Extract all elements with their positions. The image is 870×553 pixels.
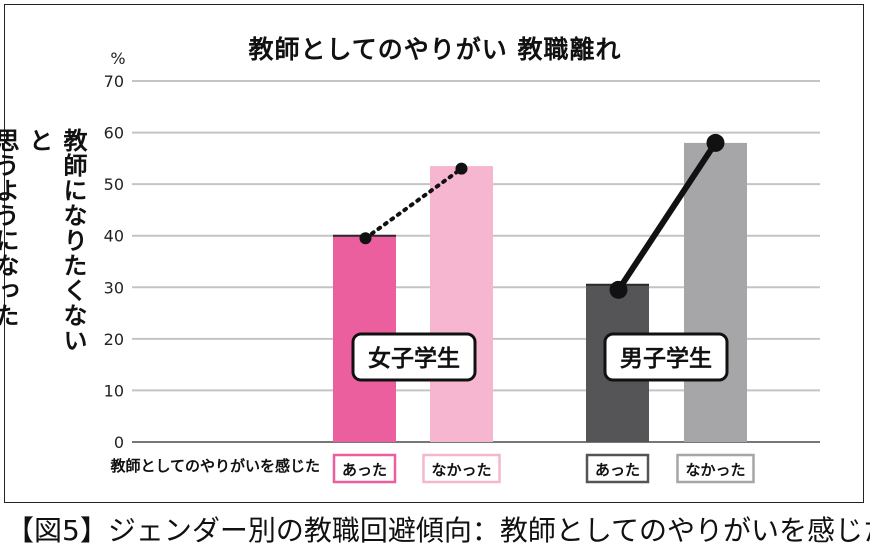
group-label: 女子学生 [368,345,460,372]
bar [430,166,493,443]
y-tick-label: 40 [104,227,124,246]
trend-point [359,232,372,245]
y-tick-label: 20 [104,330,124,349]
group-labels: 女子学生 男子学生 [351,332,729,382]
chart-title: 教師としてのやりがい 教職離れ [248,35,622,64]
trend-point [455,162,468,175]
trend-point [706,133,725,152]
y-axis-label-line-2: 思うようになった [0,128,19,328]
y-tick-label: 0 [114,433,124,452]
y-axis-label: 教師になりたくないと 思うようになった [0,128,90,368]
y-tick-label: 10 [104,381,124,400]
group-label-box [351,332,477,382]
y-tick-label: 60 [104,124,124,143]
y-unit-label: % [110,49,125,68]
x-category-label: なかった [685,461,745,479]
x-category-box [422,453,501,484]
y-axis-label-line-1: 教師になりたくないと [25,128,87,353]
figure-caption: 【図5】ジェンダー別の教職回避傾向：教師としてのやりがいを感じた [6,514,870,547]
y-tick-label: 70 [104,72,124,91]
x-category-box [676,453,755,484]
y-tick-label: 30 [104,278,124,297]
x-category-box [585,453,650,484]
trend-point [609,280,628,299]
x-category-label: あった [595,461,640,479]
group-label-box [603,332,729,382]
x-category-labels: あった なかった あった なかった [332,453,755,484]
group-label: 男子学生 [620,345,712,372]
x-axis-row-label: 教師としてのやりがいを感じた [109,457,320,475]
bar [684,142,747,442]
bars [333,142,747,443]
x-category-box [332,453,397,484]
trend-line [363,166,464,241]
y-tick-label: 50 [104,175,124,194]
trend-line [615,139,719,293]
x-category-label: あった [342,461,387,479]
trend-lines [359,133,725,299]
x-category-label: なかった [431,461,491,479]
